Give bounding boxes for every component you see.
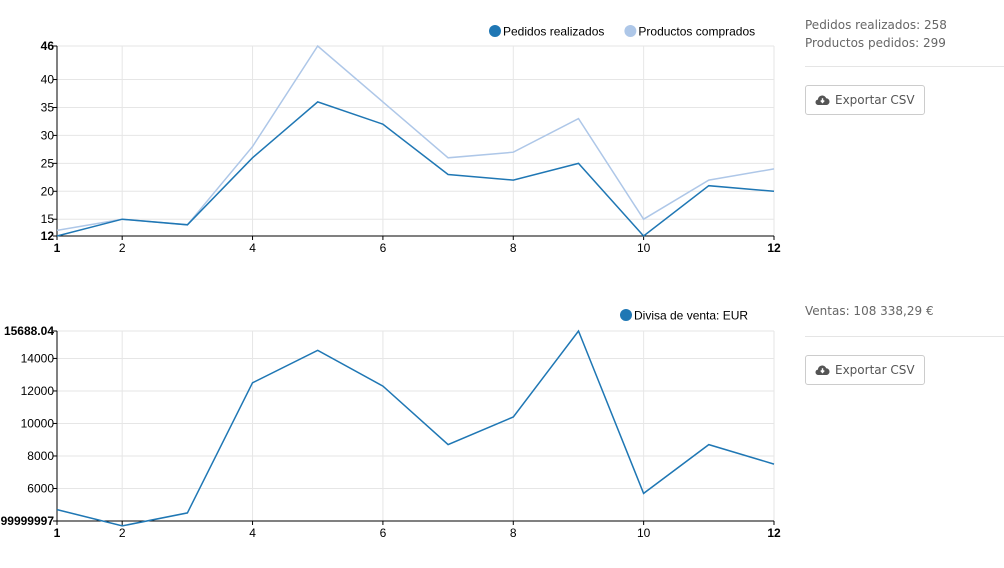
- sales-total-stat: Ventas: 108 338,29 €: [805, 304, 934, 318]
- y-tick-label: 99999997: [1, 514, 55, 528]
- legend-marker: [624, 25, 637, 37]
- y-tick-label: 20: [41, 184, 55, 198]
- x-tick-label: 8: [510, 241, 517, 255]
- x-tick-label: 2: [119, 241, 126, 255]
- grid: [56, 330, 775, 522]
- y-tick-label: 46: [41, 39, 55, 53]
- series-line-productos-comprados: [56, 44, 775, 232]
- export-csv-orders-button[interactable]: Exportar CSV: [805, 85, 925, 115]
- legend-label: Productos comprados: [638, 25, 755, 39]
- legend-marker: [620, 309, 632, 321]
- y-tick-label: 25: [41, 156, 55, 170]
- x-tick-label: 4: [249, 526, 256, 540]
- y-tick-label: 12: [41, 229, 55, 243]
- cloud-download-icon: [815, 364, 830, 376]
- divider: [805, 336, 1004, 337]
- y-tick-label: 8000: [27, 449, 54, 463]
- y-tick-label: 10000: [21, 416, 55, 430]
- legend-label: Divisa de venta: EUR: [634, 309, 748, 323]
- legend-label: Pedidos realizados: [503, 25, 604, 39]
- x-tick-label: 10: [637, 241, 651, 255]
- y-tick-label: 15: [41, 212, 55, 226]
- sales-chart: 99999997 6000 8000 10000 12000 14000 15688.04 1…: [1, 309, 781, 541]
- y-tick-label: 14000: [21, 351, 55, 365]
- export-csv-label: Exportar CSV: [835, 363, 915, 377]
- x-tick-label: 1: [54, 241, 61, 255]
- y-tick-label: 6000: [27, 481, 54, 495]
- legend-marker: [489, 25, 501, 37]
- export-csv-sales-button[interactable]: Exportar CSV: [805, 355, 925, 385]
- orders-count-stat: Pedidos realizados: 258: [805, 18, 947, 32]
- x-tick-label: 1: [54, 526, 61, 540]
- products-count-stat: Productos pedidos: 299: [805, 36, 946, 50]
- x-tick-label: 8: [510, 526, 517, 540]
- cloud-download-icon: [815, 94, 830, 106]
- x-tick-label: 10: [637, 526, 651, 540]
- x-tick-label: 6: [380, 241, 387, 255]
- x-tick-label: 4: [249, 241, 256, 255]
- export-csv-label: Exportar CSV: [835, 93, 915, 107]
- grid: [56, 45, 775, 237]
- y-tick-label: 40: [41, 73, 55, 87]
- y-tick-label: 35: [41, 100, 55, 114]
- x-tick-label: 12: [767, 526, 781, 540]
- x-tick-label: 2: [119, 526, 126, 540]
- y-tick-label: 30: [41, 128, 55, 142]
- divider: [805, 66, 1004, 67]
- series-line-pedidos-realizados: [56, 101, 775, 238]
- y-tick-label: 12000: [21, 384, 55, 398]
- series-line-divisa-de-venta-eur: [56, 329, 775, 527]
- sales-summary-panel: Ventas: 108 338,29 € Exportar CSV: [805, 302, 1004, 385]
- y-tick-label: 15688.04: [4, 324, 54, 338]
- x-tick-label: 12: [767, 241, 781, 255]
- x-tick-label: 6: [380, 526, 387, 540]
- orders-summary-panel: Pedidos realizados: 258 Productos pedido…: [805, 16, 1004, 115]
